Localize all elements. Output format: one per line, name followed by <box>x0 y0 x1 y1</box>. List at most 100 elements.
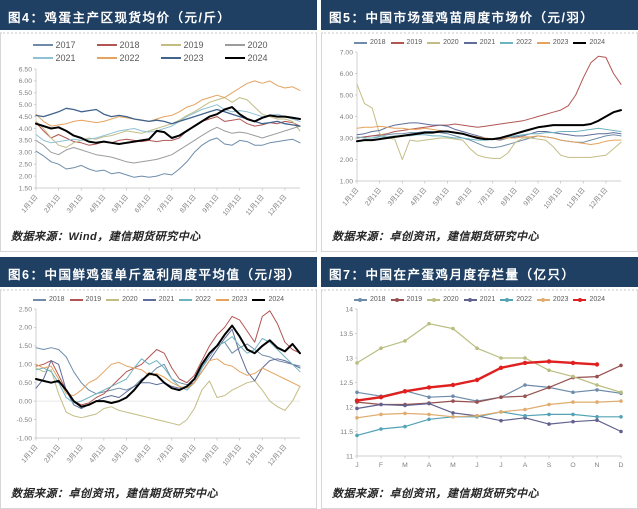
chart-legend-fig4: 2017 2018 2019 2020 2021 2022 2023 2024 <box>24 40 294 63</box>
legend-label: 2018 <box>369 296 386 303</box>
legend-label: 2018 <box>369 39 386 46</box>
legend-swatch <box>106 298 120 301</box>
svg-text:8月1日: 8月1日 <box>178 443 198 464</box>
legend-swatch <box>160 57 181 60</box>
legend-label: 2021 <box>479 296 496 303</box>
chart-plot-fig7: 11 11.5 12 12.5 13 13.5 14 J F M A M J J A S O N D <box>339 306 623 469</box>
svg-text:7月1日: 7月1日 <box>476 186 496 207</box>
legend-swatch <box>142 298 156 301</box>
svg-text:10月1日: 10月1日 <box>221 443 243 467</box>
svg-text:-1.00: -1.00 <box>16 435 32 442</box>
svg-text:-0.50: -0.50 <box>16 417 32 424</box>
legend-swatch <box>32 298 46 301</box>
legend-label: 2022 <box>119 53 140 63</box>
data-source-fig7: 数据来源：卓创资讯，建信期货研究中心 <box>332 488 539 500</box>
svg-text:7月1日: 7月1日 <box>155 193 175 214</box>
svg-text:12月1日: 12月1日 <box>266 193 288 217</box>
svg-text:2月1日: 2月1日 <box>42 193 62 214</box>
legend-item-2024: 2024 <box>573 296 605 303</box>
svg-text:5月1日: 5月1日 <box>110 443 130 464</box>
svg-text:1月1日: 1月1日 <box>19 443 39 464</box>
legend-swatch <box>536 297 550 302</box>
legend-item-2024: 2024 <box>224 53 285 63</box>
legend-item-2018: 2018 <box>96 40 157 50</box>
legend-item-2021: 2021 <box>32 53 93 63</box>
svg-text:2.50: 2.50 <box>18 306 31 313</box>
legend-label: 2023 <box>183 53 204 63</box>
svg-text:12月1日: 12月1日 <box>587 186 609 210</box>
svg-text:4.50: 4.50 <box>18 114 31 121</box>
svg-text:7.00: 7.00 <box>339 49 352 56</box>
svg-text:2.00: 2.00 <box>339 157 352 164</box>
legend-item-2023: 2023 <box>215 296 248 303</box>
svg-text:1月1日: 1月1日 <box>19 193 39 214</box>
legend-item-2022: 2022 <box>500 39 532 46</box>
legend-item-2023: 2023 <box>536 39 568 46</box>
legend-item-2019: 2019 <box>160 40 221 50</box>
legend-item-2020: 2020 <box>427 39 459 46</box>
svg-text:3.00: 3.00 <box>339 135 352 142</box>
legend-label: 2022 <box>516 39 532 46</box>
svg-text:J: J <box>499 462 502 469</box>
svg-text:12.5: 12.5 <box>339 380 352 387</box>
legend-item-2020: 2020 <box>106 296 138 303</box>
legend-swatch <box>573 297 587 302</box>
legend-label: 2023 <box>231 296 248 303</box>
svg-text:4月1日: 4月1日 <box>408 186 428 207</box>
legend-label: 2019 <box>183 40 204 50</box>
legend-swatch <box>215 298 229 301</box>
chart-legend-fig5: 2018 2019 2020 2021 2022 2023 2024 <box>353 39 606 46</box>
svg-text:2.00: 2.00 <box>18 325 31 332</box>
svg-text:11: 11 <box>345 453 352 460</box>
legend-label: 2024 <box>268 296 285 303</box>
legend-swatch <box>427 41 441 44</box>
legend-label: 2024 <box>589 39 606 46</box>
legend-swatch <box>179 298 193 301</box>
legend-item-2023: 2023 <box>536 296 568 303</box>
chart-plot-fig5: 1.00 2.00 3.00 4.00 5.00 6.00 7.00 1月1日 2月1日 3月1日… <box>339 49 622 210</box>
svg-text:11月1日: 11月1日 <box>243 193 265 217</box>
legend-label: 2020 <box>443 39 459 46</box>
legend-swatch <box>96 57 117 60</box>
legend-swatch <box>96 44 117 47</box>
legend-item-2021: 2021 <box>142 296 174 303</box>
chart-title-fig5: 图5：中国市场蛋鸡苗周度市场价（元/羽） <box>321 0 638 30</box>
legend-label: 2020 <box>443 296 459 303</box>
legend-item-2018: 2018 <box>32 296 65 303</box>
svg-text:3.50: 3.50 <box>18 138 31 145</box>
svg-text:M: M <box>450 462 456 469</box>
svg-text:10月1日: 10月1日 <box>542 186 564 210</box>
legend-swatch <box>160 44 181 47</box>
svg-text:12: 12 <box>345 404 353 411</box>
svg-text:13: 13 <box>345 355 353 362</box>
legend-item-2022: 2022 <box>96 53 157 63</box>
legend-label: 2020 <box>122 296 138 303</box>
legend-swatch <box>353 41 367 44</box>
svg-text:2.50: 2.50 <box>18 162 31 169</box>
chart-panel-fig5: 图5：中国市场蛋鸡苗周度市场价（元/羽） 2018 2019 2020 2021 202… <box>321 0 638 252</box>
svg-text:4月1日: 4月1日 <box>87 443 107 464</box>
svg-text:4.00: 4.00 <box>18 126 31 133</box>
svg-text:3月1日: 3月1日 <box>65 193 85 214</box>
svg-text:6月1日: 6月1日 <box>132 193 152 214</box>
chart-plot-fig6: -1.00 -0.50 0.00 0.50 1.00 1.50 2.00 2.50 1月1日 2月… <box>16 306 301 467</box>
legend-item-2022: 2022 <box>500 296 532 303</box>
svg-text:9月1日: 9月1日 <box>200 443 220 464</box>
svg-text:4月1日: 4月1日 <box>87 193 107 214</box>
chart-body-fig6: 2018 2019 2020 2021 2022 2023 2024 -1.00 -0.50 0… <box>0 289 317 509</box>
legend-label: 2022 <box>516 296 532 303</box>
svg-text:3.00: 3.00 <box>18 150 31 157</box>
svg-text:4.00: 4.00 <box>339 114 352 121</box>
svg-text:A: A <box>522 462 527 469</box>
legend-label: 2020 <box>247 40 268 50</box>
legend-label: 2019 <box>85 296 102 303</box>
chart-body-fig4: 2017 2018 2019 2020 2021 2022 2023 2024 1.50 2.0… <box>0 32 317 252</box>
data-source-fig4: 数据来源：Wind，建信期货研究中心 <box>11 231 201 243</box>
chart-title-fig7: 图7：中国在产蛋鸡月度存栏量（亿只） <box>321 257 638 287</box>
data-source-fig5: 数据来源：卓创资讯，建信期货研究中心 <box>332 231 539 243</box>
legend-item-2017: 2017 <box>32 40 93 50</box>
legend-item-2022: 2022 <box>179 296 211 303</box>
svg-text:2月1日: 2月1日 <box>363 186 383 207</box>
svg-text:10月1日: 10月1日 <box>221 193 243 217</box>
